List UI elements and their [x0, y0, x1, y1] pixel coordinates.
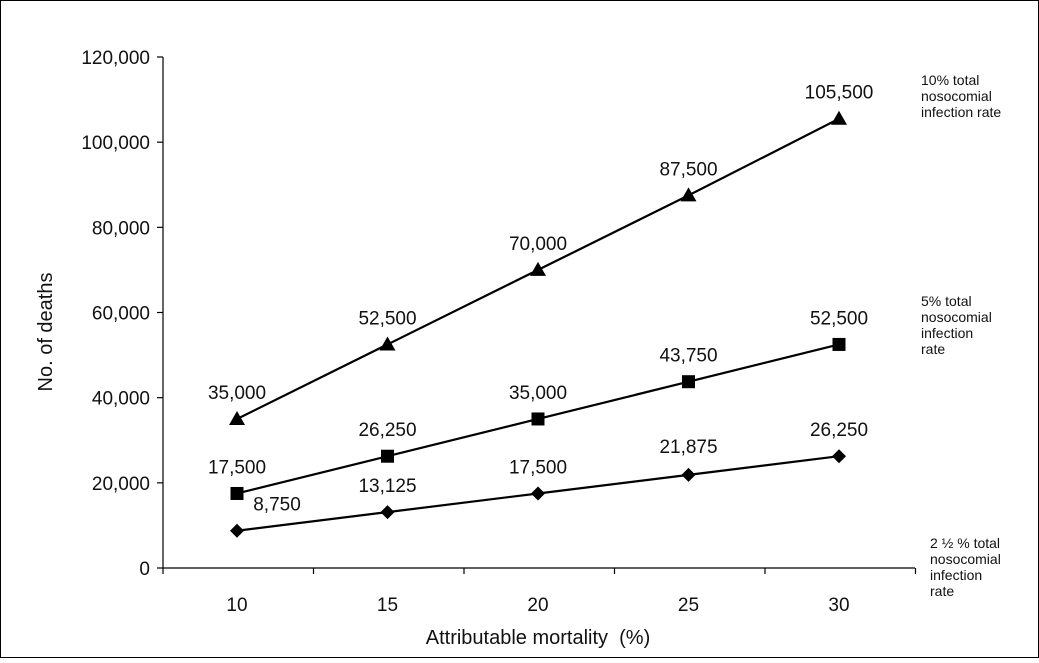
data-label: 21,875	[659, 437, 717, 458]
diamond-marker	[531, 486, 545, 501]
square-marker	[230, 486, 244, 500]
data-label: 70,000	[509, 234, 567, 255]
square-marker	[381, 449, 394, 463]
data-label: 17,500	[509, 457, 567, 478]
y-tick-label: 60,000	[92, 304, 150, 325]
data-label: 17,500	[208, 457, 266, 478]
data-label: 43,750	[659, 346, 717, 367]
data-label: 105,500	[805, 83, 874, 104]
diamond-marker	[832, 449, 846, 464]
series-label: 10% total nosocomial infection rate	[921, 72, 1001, 120]
series-label: 2 ½ % total nosocomial infection rate	[930, 535, 1001, 599]
series-labels: 10% total nosocomial infection rate 5% tota…	[921, 72, 1001, 599]
data-label: 13,125	[358, 476, 416, 497]
y-tick-label: 40,000	[92, 389, 150, 410]
y-tick-label: 0	[139, 559, 150, 580]
data-label: 35,000	[509, 383, 567, 404]
x-tick-label: 30	[828, 595, 849, 616]
diamond-marker	[681, 467, 696, 482]
data-label: 8,750	[253, 495, 301, 516]
y-tick-label: 120,000	[81, 48, 150, 69]
data-label: 35,000	[208, 383, 266, 404]
y-axis-title: No. of deaths	[35, 273, 57, 392]
triangle-marker	[680, 187, 697, 202]
x-tick-label: 10	[226, 595, 247, 616]
triangle-marker	[379, 336, 396, 351]
data-label: 26,250	[810, 420, 868, 441]
square-marker	[832, 337, 846, 351]
triangle-marker	[229, 410, 245, 425]
y-tick-label: 80,000	[92, 218, 150, 239]
diamond-marker	[380, 505, 395, 520]
x-tick-label: 20	[527, 595, 548, 616]
square-marker	[531, 412, 545, 426]
y-tick-label: 20,000	[92, 474, 150, 495]
square-marker	[682, 375, 695, 389]
series-markers	[229, 110, 847, 538]
x-tick-label: 25	[678, 595, 699, 616]
data-label: 52,500	[810, 308, 868, 329]
data-labels: 35,000 52,500 70,000 87,500 105,500 17,500 26,…	[208, 83, 873, 516]
x-tick-label: 15	[377, 595, 398, 616]
axes: 0 20,000 40,000 60,000 80,000 100,000 120,000 1…	[81, 48, 917, 616]
data-label: 87,500	[659, 159, 717, 180]
triangle-marker	[831, 110, 847, 125]
data-label: 52,500	[358, 308, 416, 329]
diamond-marker	[230, 523, 244, 538]
series-label: 5% total nosocomial infection rate	[921, 293, 992, 357]
triangle-marker	[530, 261, 546, 276]
x-axis-title: Attributable mortality (%)	[426, 627, 651, 649]
data-label: 26,250	[358, 420, 416, 441]
y-tick-label: 100,000	[81, 133, 150, 154]
